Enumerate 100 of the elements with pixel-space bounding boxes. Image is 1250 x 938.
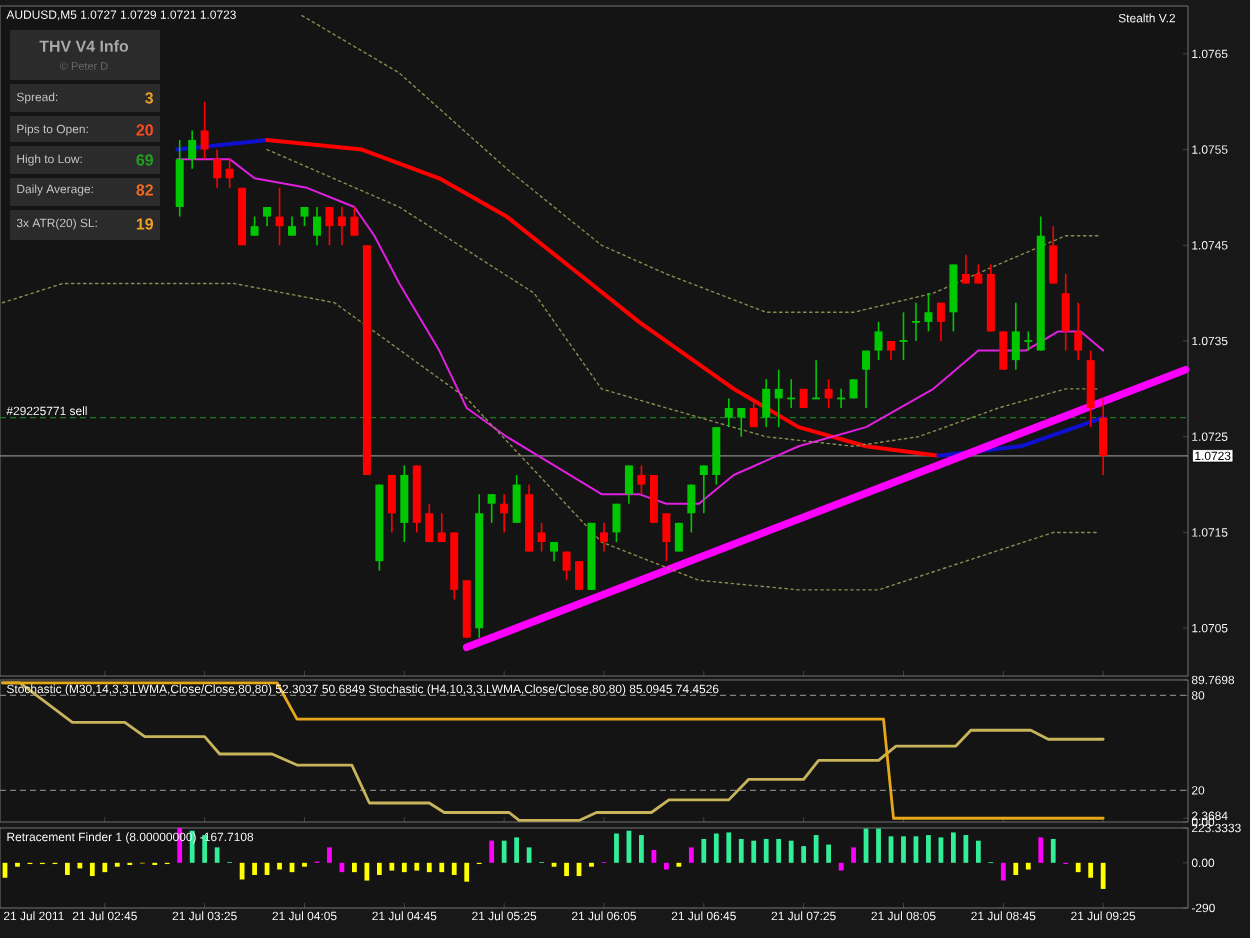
candlestick bbox=[312, 206, 321, 247]
bar bbox=[102, 862, 108, 873]
candlestick bbox=[437, 512, 446, 543]
bar bbox=[252, 862, 257, 875]
candlestick bbox=[337, 206, 346, 247]
candlestick bbox=[300, 206, 309, 227]
candlestick bbox=[425, 502, 434, 543]
bar bbox=[776, 838, 782, 863]
bar bbox=[401, 862, 407, 873]
candlestick bbox=[250, 215, 259, 237]
bar bbox=[926, 835, 931, 863]
candlestick bbox=[1011, 301, 1020, 371]
candlestick bbox=[774, 368, 783, 428]
bar bbox=[352, 862, 357, 873]
bar bbox=[439, 862, 445, 873]
bar bbox=[464, 862, 470, 882]
candlestick bbox=[599, 522, 608, 553]
candlestick bbox=[288, 215, 297, 237]
candlestick bbox=[624, 464, 633, 505]
bar bbox=[876, 828, 881, 863]
bar bbox=[277, 862, 282, 870]
bar bbox=[364, 862, 370, 881]
bar bbox=[826, 844, 832, 863]
candlestick bbox=[949, 263, 958, 333]
candlestick bbox=[911, 301, 921, 342]
bar bbox=[713, 833, 719, 863]
bar bbox=[763, 838, 769, 863]
candlestick bbox=[263, 206, 272, 227]
bar bbox=[1088, 862, 1094, 878]
bar bbox=[1075, 862, 1081, 873]
bar bbox=[389, 862, 395, 871]
candlestick bbox=[213, 148, 222, 189]
candlestick bbox=[1074, 301, 1083, 361]
candlestick bbox=[874, 321, 883, 361]
bar bbox=[64, 862, 70, 875]
candlestick bbox=[487, 493, 496, 524]
bar bbox=[639, 835, 644, 863]
candlestick bbox=[400, 464, 409, 543]
bar bbox=[214, 847, 220, 863]
bar bbox=[1013, 862, 1019, 875]
bar bbox=[489, 840, 495, 863]
candlestick bbox=[500, 493, 509, 534]
candlestick bbox=[737, 407, 746, 438]
candlestick bbox=[225, 158, 234, 189]
bar bbox=[564, 862, 569, 877]
candlestick bbox=[687, 483, 696, 534]
candlestick bbox=[898, 311, 909, 361]
bar bbox=[614, 833, 619, 863]
candlestick bbox=[674, 522, 683, 553]
candlestick bbox=[924, 292, 933, 333]
bar bbox=[526, 847, 532, 863]
bar bbox=[89, 862, 95, 877]
bar bbox=[788, 840, 794, 863]
candlestick bbox=[649, 474, 658, 524]
candlestick bbox=[550, 541, 559, 562]
line-series bbox=[266, 148, 1099, 447]
candlestick bbox=[537, 522, 546, 553]
bar bbox=[901, 836, 906, 863]
bar bbox=[1038, 837, 1044, 863]
candlestick bbox=[824, 378, 833, 409]
line-series bbox=[301, 14, 1099, 313]
candlestick bbox=[1049, 225, 1058, 285]
bar bbox=[688, 847, 694, 863]
bar bbox=[1050, 838, 1056, 863]
candlestick bbox=[275, 187, 284, 247]
candlestick bbox=[936, 301, 945, 342]
bar bbox=[851, 847, 856, 863]
candlestick bbox=[699, 464, 708, 515]
bar bbox=[1100, 862, 1106, 889]
candlestick bbox=[387, 474, 396, 534]
candlestick bbox=[175, 139, 184, 218]
bar bbox=[501, 840, 507, 863]
bar bbox=[414, 862, 420, 871]
candlestick bbox=[712, 426, 721, 486]
bar bbox=[951, 832, 956, 863]
candlestick bbox=[1086, 349, 1095, 428]
candlestick bbox=[749, 397, 758, 428]
bar bbox=[726, 832, 732, 863]
bar bbox=[426, 862, 432, 873]
candlestick bbox=[1061, 273, 1070, 352]
candlestick bbox=[1099, 397, 1108, 476]
bar bbox=[1025, 862, 1031, 870]
candlestick bbox=[562, 550, 571, 582]
candlestick bbox=[974, 263, 983, 285]
bar bbox=[963, 835, 969, 863]
line-series bbox=[1, 282, 1099, 591]
candlestick bbox=[612, 502, 621, 543]
bar bbox=[701, 838, 707, 863]
candlestick bbox=[188, 129, 197, 170]
candlestick bbox=[637, 464, 646, 495]
bar bbox=[451, 862, 457, 875]
line-series bbox=[265, 138, 941, 458]
bar bbox=[77, 862, 83, 869]
bar bbox=[813, 835, 819, 863]
candlestick bbox=[575, 560, 584, 591]
candlestick bbox=[1023, 330, 1034, 352]
bar bbox=[751, 840, 757, 863]
bar bbox=[514, 837, 520, 863]
bar bbox=[975, 840, 981, 863]
candlestick bbox=[762, 378, 771, 428]
